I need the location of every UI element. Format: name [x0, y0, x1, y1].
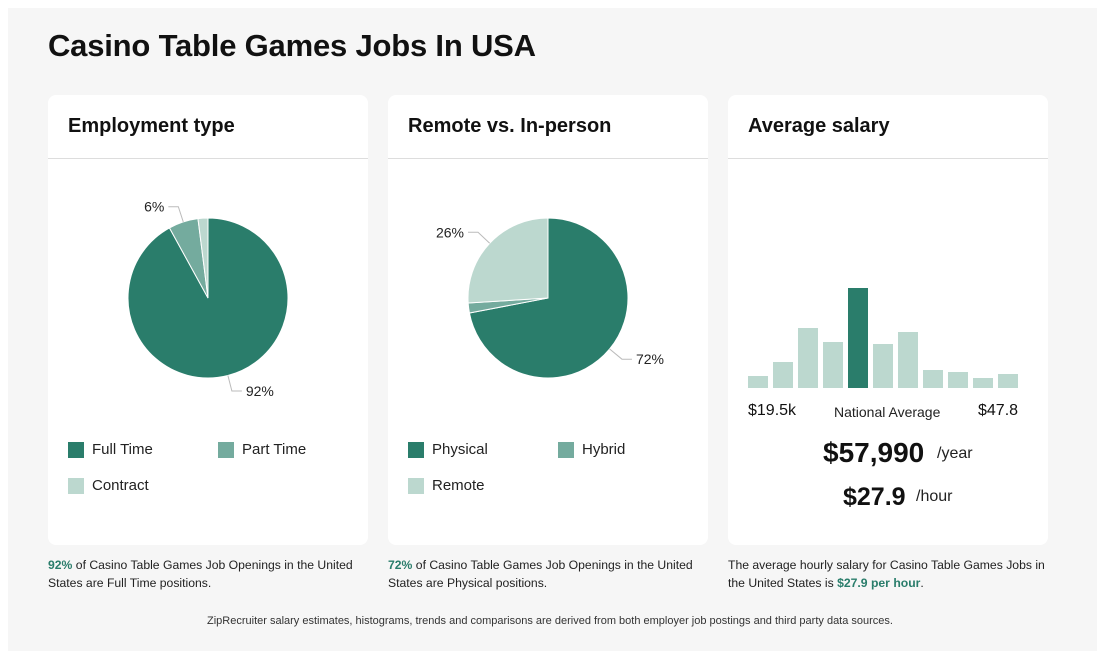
caption-text: of Casino Table Games Job Openings in th… [388, 558, 693, 590]
caption-text: The average hourly salary for Casino Tab… [728, 558, 1045, 590]
salary-card: Average salary $19.5k National Average $… [728, 95, 1048, 545]
legend-part-time: Part Time [218, 441, 306, 458]
legend-swatch-dark [408, 441, 424, 458]
remote-data-label: 72% [636, 351, 664, 367]
legend-label: Contract [92, 477, 149, 494]
remote-slice-remote [467, 217, 549, 304]
legend-swatch-mid [218, 441, 234, 458]
legend-remote: Remote [408, 477, 485, 494]
salary-min-label: $19.5k [748, 402, 797, 419]
histogram-bar [748, 376, 768, 388]
legend-label: Physical [432, 441, 488, 458]
employment-label-leader [168, 206, 184, 223]
remote-label-leader [609, 348, 632, 360]
histogram-bar [823, 342, 843, 388]
caption-end: . [920, 576, 924, 590]
legend-label: Part Time [242, 441, 307, 458]
remote-label-leader [468, 231, 491, 244]
caption-highlight: 92% [48, 558, 73, 572]
histogram-bar [873, 344, 893, 388]
employment-type-card: Employment type 92% 6% Full Time Part Tim… [48, 95, 368, 545]
legend-swatch-mid [558, 441, 574, 458]
caption-highlight: $27.9 per hour [837, 576, 921, 590]
page-title: Casino Table Games Jobs In USA [48, 28, 536, 63]
histogram-bar [948, 372, 968, 388]
employment-slice-contract [197, 217, 209, 299]
employment-card-title: Employment type [68, 115, 235, 137]
remote-pie-chart: 72% 26% [436, 217, 664, 379]
salary-histogram [748, 288, 1018, 388]
legend-label: Full Time [92, 441, 153, 458]
employment-pie-chart: 92% 6% [127, 199, 289, 399]
remote-data-label: 26% [436, 224, 464, 240]
legend-hybrid: Hybrid [558, 441, 625, 458]
legend-swatch-light [408, 477, 424, 494]
yearly-salary: $57,990 [823, 437, 925, 468]
legend-contract: Contract [68, 477, 149, 494]
caption-highlight: 72% [388, 558, 413, 572]
histogram-bar [898, 332, 918, 388]
national-average-label: National Average [834, 404, 941, 420]
employment-label-leader [227, 375, 242, 392]
card-divider [728, 158, 1048, 159]
salary-caption: The average hourly salary for Casino Tab… [728, 556, 1046, 592]
salary-max-label: $47.8 [978, 402, 1019, 419]
remote-card: Remote vs. In-person 72% 26% Physical Hyb… [388, 95, 708, 545]
histogram-bar [848, 288, 868, 388]
footnote: ZipRecruiter salary estimates, histogram… [207, 615, 893, 627]
histogram-bar [923, 370, 943, 388]
card-divider [48, 158, 368, 159]
histogram-bar [973, 378, 993, 388]
histogram-bar [998, 374, 1018, 388]
hourly-unit: /hour [916, 488, 953, 505]
legend-swatch-light [68, 477, 84, 494]
legend-swatch-dark [68, 441, 84, 458]
legend-full-time: Full Time [68, 441, 153, 458]
yearly-unit: /year [937, 445, 973, 462]
legend-physical: Physical [408, 441, 488, 458]
histogram-bar [798, 328, 818, 388]
remote-card-title: Remote vs. In-person [408, 115, 612, 137]
employment-data-label: 6% [144, 199, 164, 215]
salary-card-title: Average salary [748, 115, 890, 137]
caption-text: of Casino Table Games Job Openings in th… [48, 558, 353, 590]
employment-data-label: 92% [246, 383, 274, 399]
legend-label: Hybrid [582, 441, 626, 458]
histogram-bar [773, 362, 793, 388]
hourly-salary: $27.9 [843, 483, 906, 511]
legend-label: Remote [432, 477, 485, 494]
card-divider [388, 158, 708, 159]
employment-caption: 92% of Casino Table Games Job Openings i… [48, 556, 366, 592]
remote-slice-physical [468, 217, 629, 379]
remote-caption: 72% of Casino Table Games Job Openings i… [388, 556, 706, 592]
